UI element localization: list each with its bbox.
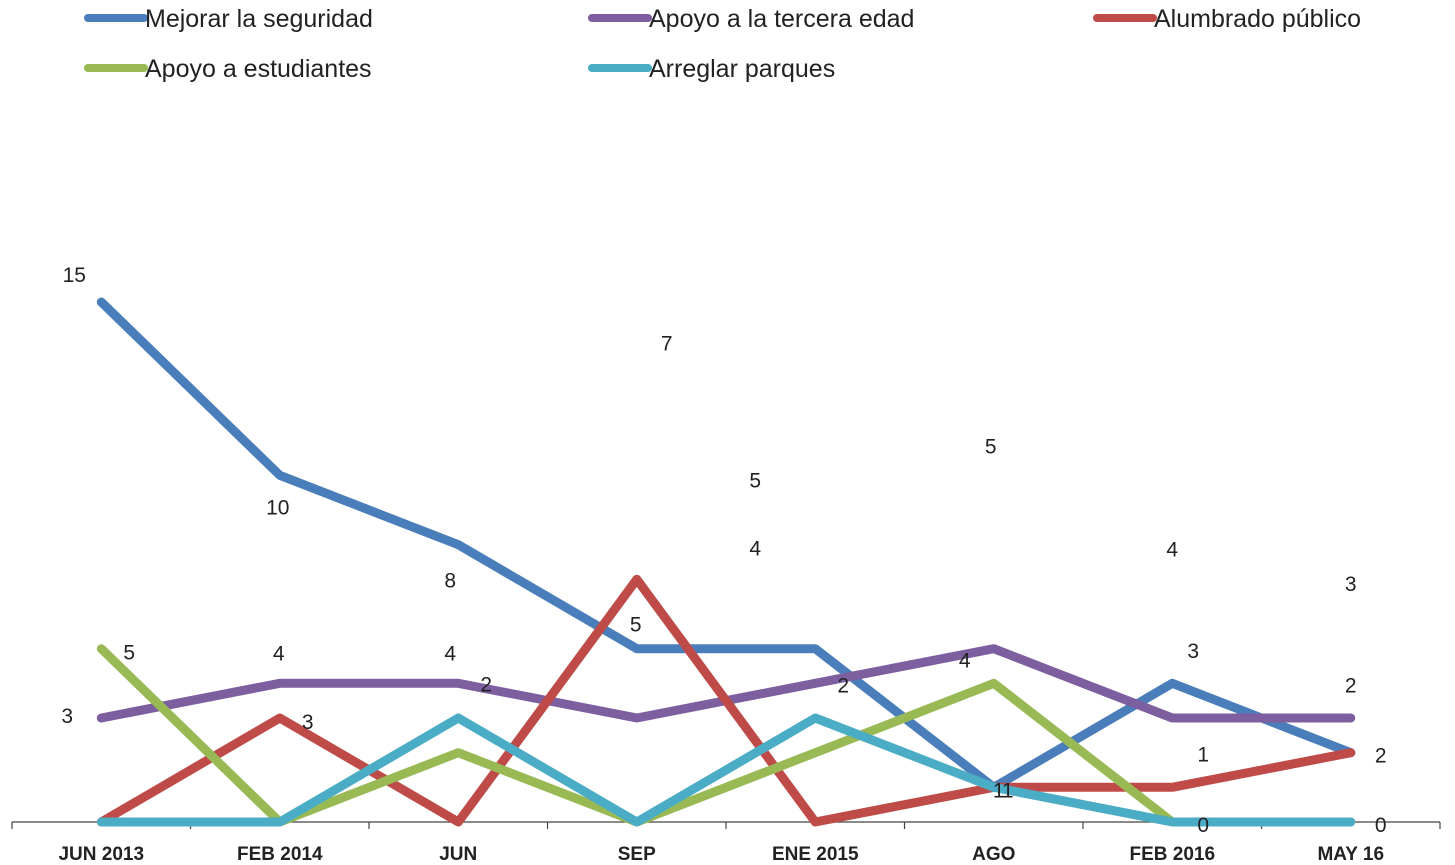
x-tick-label: FEB 2014 (237, 844, 323, 865)
data-label: 5 (630, 614, 642, 637)
legend-label: Alumbrado público (1154, 5, 1361, 33)
chart-legend: Mejorar la seguridad Apoyo a la tercera e… (84, 5, 1361, 83)
x-tick-label: MAY 16 (1317, 844, 1384, 865)
series-line-alumbrado-publico (96, 574, 1356, 827)
data-label: 3 (302, 711, 314, 734)
data-label: 2 (480, 674, 492, 697)
x-tick-label: JUN 2013 (58, 844, 144, 865)
data-label: 1 (1002, 779, 1014, 802)
data-label: 5 (123, 642, 135, 665)
series-line-mejorar-la-seguridad (96, 297, 1356, 792)
legend-label: Mejorar la seguridad (145, 5, 373, 33)
data-label: 4 (444, 642, 456, 665)
x-tick-label: FEB 2016 (1129, 844, 1215, 865)
data-label: 7 (661, 332, 673, 355)
legend-label: Arreglar parques (649, 55, 835, 83)
legend-label: Apoyo a estudiantes (145, 55, 372, 83)
data-label: 5 (749, 470, 761, 493)
x-axis: JUN 2013 FEB 2014 JUN SEP ENE 2015 AGO FEB 201… (11, 821, 1441, 865)
data-label: 3 (1187, 640, 1199, 663)
x-tick-label: ENE 2015 (772, 844, 859, 865)
data-label: 1 (993, 779, 1005, 802)
legend-item-apoyo-a-estudiantes: Apoyo a estudiantes (84, 55, 372, 83)
legend-item-mejorar-la-seguridad: Mejorar la seguridad (84, 5, 373, 33)
x-tick-label: SEP (618, 844, 656, 865)
legend-label: Apoyo a la tercera edad (649, 5, 914, 33)
data-label: 5 (985, 436, 997, 459)
data-label: 0 (1375, 814, 1387, 837)
data-label: 0 (1197, 814, 1209, 837)
data-label: 4 (749, 537, 761, 560)
legend-item-arreglar-parques: Arreglar parques (588, 55, 835, 83)
data-label: 2 (1345, 675, 1357, 698)
data-label: 4 (273, 642, 285, 665)
data-label: 2 (1375, 745, 1387, 768)
series-line-arreglar-parques (96, 713, 1356, 827)
data-label: 2 (837, 675, 849, 698)
data-label: 3 (1345, 573, 1357, 596)
data-label: 4 (959, 649, 971, 672)
data-label: 3 (61, 705, 73, 728)
legend-item-alumbrado-publico: Alumbrado público (1093, 5, 1361, 33)
series-line-apoyo-a-estudiantes (96, 644, 1356, 827)
data-label: 15 (63, 264, 86, 287)
data-label: 10 (266, 496, 289, 519)
data-label: 4 (1166, 538, 1178, 561)
x-tick-label: AGO (972, 844, 1015, 865)
data-label: 1 (1197, 743, 1209, 766)
legend-item-apoyo-a-la-tercera-edad: Apoyo a la tercera edad (588, 5, 914, 33)
x-tick-label: JUN (439, 844, 477, 865)
data-label: 8 (444, 570, 456, 593)
series-lines (96, 297, 1356, 827)
